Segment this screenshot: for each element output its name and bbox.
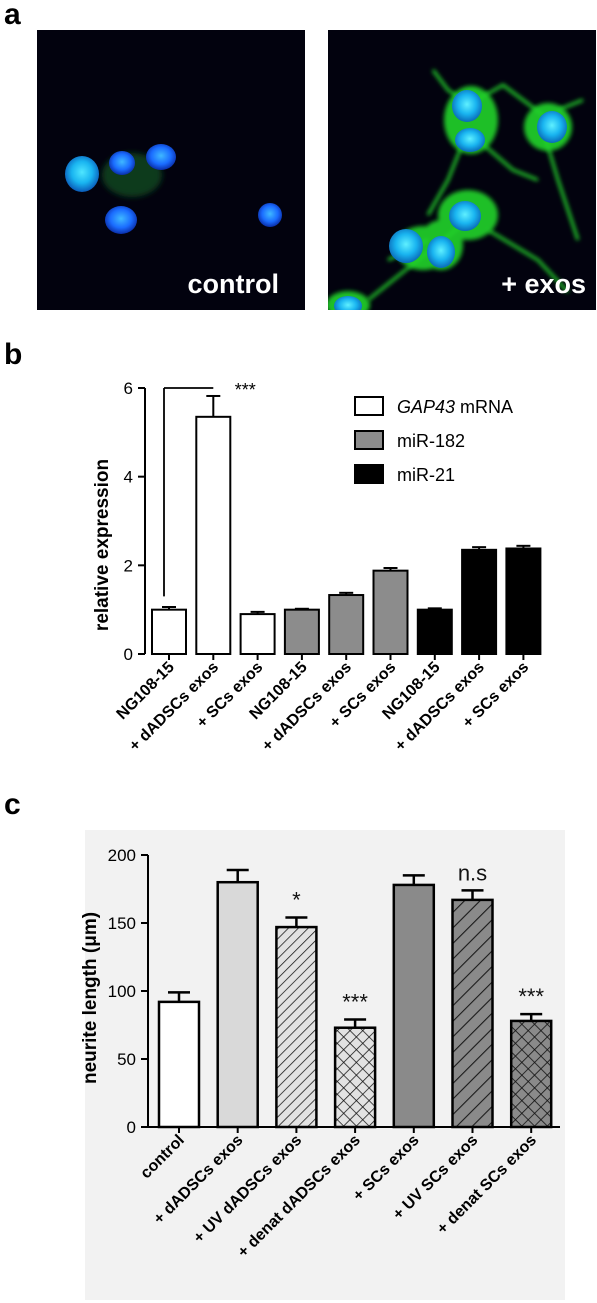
- chart-c-xtick-label: + denat dADSCs exos: [235, 1132, 364, 1261]
- chart-b-legend-swatch: [354, 464, 384, 484]
- micrograph-control-cells: [65, 144, 282, 234]
- chart-b-bar: [195, 415, 232, 655]
- panel-a-letter: a: [4, 0, 21, 31]
- micrograph-exos: + exos: [328, 30, 596, 310]
- chart-b-legend-swatch: [354, 396, 384, 416]
- micrograph-exos-label: + exos: [501, 269, 586, 299]
- chart-b-bar: [328, 594, 365, 655]
- chart-b-bar: [239, 613, 276, 656]
- chart-c-bar: [333, 1026, 377, 1129]
- chart-b-bar: [505, 547, 542, 655]
- chart-c-xtick-label: + denat SCs exos: [434, 1132, 540, 1238]
- chart-b-sig-label: ***: [235, 380, 256, 400]
- chart-c-ylabel: neurite length (μm): [80, 912, 101, 1084]
- chart-b-ytick-label: 4: [124, 468, 133, 487]
- chart-c-ytick-label: 100: [108, 982, 136, 1001]
- chart-c-ytick-label: 150: [108, 914, 136, 933]
- micrograph-control: control: [37, 30, 305, 310]
- chart-c-sig-label: n.s: [458, 860, 487, 885]
- panel-b-letter: b: [4, 338, 23, 371]
- chart-b-bar: [151, 608, 187, 655]
- chart-b-legend-swatch: [354, 430, 384, 450]
- chart-c-bar: [509, 1019, 553, 1129]
- panel-c-letter: c: [4, 788, 21, 821]
- chart-c-sig-label: ***: [342, 990, 368, 1015]
- chart-b-ytick-label: 0: [124, 645, 133, 664]
- chart-b-legend-label: GAP43 mRNA: [397, 397, 513, 417]
- micrograph-control-label: control: [187, 269, 280, 299]
- chart-c-bar: [157, 1000, 201, 1129]
- chart-b-bar: [416, 608, 453, 655]
- chart-b-ytick-label: 6: [124, 379, 133, 398]
- chart-c-sig-label: *: [292, 888, 301, 913]
- chart-c-sig-label: ***: [518, 984, 544, 1009]
- chart-b-legend-label: miR-21: [397, 465, 455, 485]
- chart-c-ytick-label: 50: [117, 1050, 136, 1069]
- chart-b-ytick-label: 2: [124, 556, 133, 575]
- chart-c-bar: [392, 883, 436, 1129]
- chart-c-ytick-label: 200: [108, 846, 136, 865]
- chart-c-bar: [275, 925, 318, 1129]
- micrograph-exos-cells: [328, 69, 584, 310]
- chart-c-xtick-label: + UV dADSCs exos: [190, 1132, 305, 1247]
- chart-c-bar: [216, 880, 259, 1129]
- chart-b-legend-label: miR-182: [397, 431, 465, 451]
- chart-b-ylabel: relative expression: [92, 459, 113, 631]
- chart-c-ytick-label: 0: [127, 1118, 136, 1137]
- chart-c-bar: [451, 898, 494, 1129]
- chart-b-bar: [461, 548, 498, 655]
- chart-b-bar: [283, 608, 320, 655]
- chart-b-bar: [372, 569, 409, 655]
- chart-c-xtick-label: control: [137, 1132, 187, 1182]
